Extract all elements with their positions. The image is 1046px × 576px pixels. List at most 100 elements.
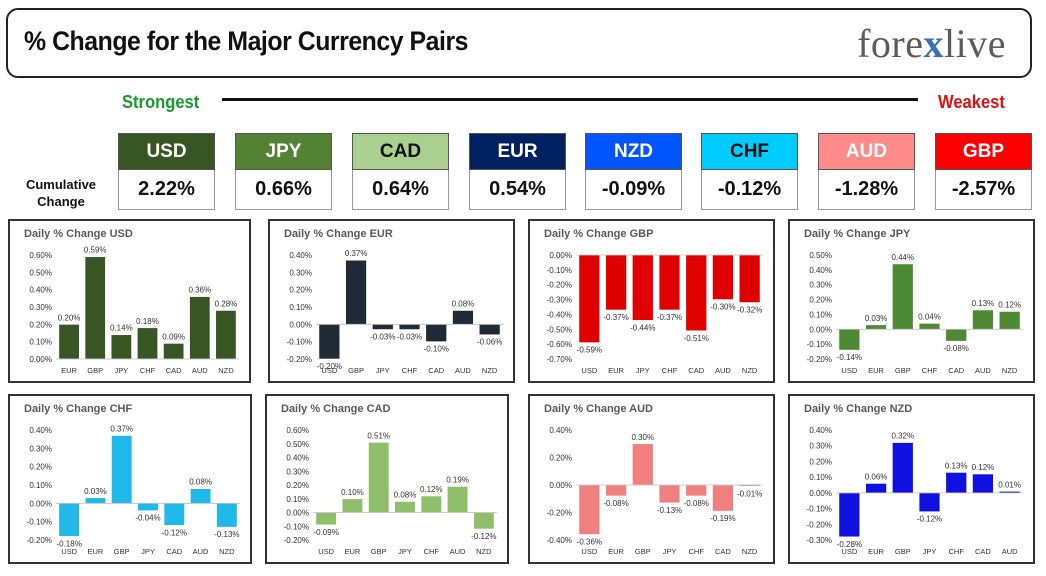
category-label: NZD xyxy=(742,547,758,556)
chart-svg: Daily % Change EUR -0.20% -0.10% 0.00% 0.10%… xyxy=(284,228,503,375)
bar xyxy=(341,498,363,513)
data-label: 0.08% xyxy=(452,299,475,308)
category-label: NZD xyxy=(476,547,492,556)
data-label: 0.20% xyxy=(58,313,81,322)
category-label: GBP xyxy=(114,547,130,556)
y-tick-label: -0.20% xyxy=(547,281,572,290)
y-tick-label: 0.00% xyxy=(549,481,572,490)
y-tick-label: 0.40% xyxy=(29,426,52,435)
y-tick-label: 0.00% xyxy=(809,325,832,334)
category-label: EUR xyxy=(868,547,884,556)
data-label: 0.32% xyxy=(891,432,914,441)
currency-code: CAD xyxy=(352,133,449,170)
currency-code: CHF xyxy=(701,133,798,170)
y-tick-label: 0.30% xyxy=(809,442,832,451)
bar xyxy=(632,254,654,321)
category-label: CHF xyxy=(662,366,678,375)
chart-svg: Daily % Change AUD -0.40% -0.20% 0.00% 0.20%… xyxy=(544,403,763,556)
logo-text-right: live xyxy=(944,21,1006,66)
bar xyxy=(345,259,367,325)
data-label: -0.10% xyxy=(424,345,449,354)
data-label: 0.08% xyxy=(189,478,212,487)
chart-title: Daily % Change NZD xyxy=(804,403,912,415)
currency-box-usd: USD 2.22% xyxy=(118,133,215,211)
chart-title: Daily % Change AUD xyxy=(544,403,653,415)
y-tick-label: -0.20% xyxy=(284,536,309,545)
category-label: CAD xyxy=(715,547,731,556)
data-label: 0.37% xyxy=(110,425,133,434)
bar xyxy=(190,488,212,504)
currency-code: NZD xyxy=(585,133,682,170)
bar xyxy=(137,327,158,360)
category-label: AUD xyxy=(1002,547,1018,556)
y-tick-label: -0.30% xyxy=(547,296,572,305)
y-tick-label: 0.40% xyxy=(809,426,832,435)
bar xyxy=(578,254,601,343)
data-label: -0.30% xyxy=(710,303,735,312)
data-label: -0.37% xyxy=(603,313,628,322)
category-label: GBP xyxy=(895,366,911,375)
category-label: CAD xyxy=(166,366,182,375)
data-label: 0.12% xyxy=(998,300,1021,309)
data-label: -0.04% xyxy=(135,514,160,523)
category-label: AUD xyxy=(715,366,731,375)
category-label: USD xyxy=(841,366,857,375)
data-label: 0.13% xyxy=(972,299,995,308)
y-tick-label: 0.00% xyxy=(286,509,309,518)
category-label: GBP xyxy=(348,366,364,375)
category-label: EUR xyxy=(88,547,104,556)
category-label: AUD xyxy=(193,547,209,556)
y-tick-label: 0.20% xyxy=(809,296,832,305)
currency-cumulative-value: 0.66% xyxy=(235,170,332,210)
category-label: JPY xyxy=(376,366,390,375)
y-tick-label: 0.20% xyxy=(549,454,572,463)
currency-code: GBP xyxy=(935,133,1032,170)
currency-cumulative-value: 0.64% xyxy=(352,170,449,210)
forexlive-logo[interactable]: forexlive xyxy=(857,20,1006,67)
currency-code: AUD xyxy=(818,133,915,170)
y-tick-label: 0.40% xyxy=(289,251,312,260)
y-tick-label: 0.30% xyxy=(289,268,312,277)
y-tick-label: 0.40% xyxy=(549,426,572,435)
category-label: JPY xyxy=(636,366,650,375)
category-label: GBP xyxy=(371,547,387,556)
bar xyxy=(420,495,442,513)
data-label: -0.36% xyxy=(577,538,602,547)
bar xyxy=(605,484,627,497)
y-tick-label: 0.30% xyxy=(29,303,52,312)
bar xyxy=(712,254,734,300)
chart-panel-7: Daily % Change AUD -0.40% -0.20% 0.00% 0.20%… xyxy=(528,394,775,564)
currency-box-aud: AUD -1.28% xyxy=(818,133,915,211)
data-label: -0.08% xyxy=(944,344,969,353)
category-label: CAD xyxy=(166,547,182,556)
data-label: 0.12% xyxy=(420,485,443,494)
data-label: -0.59% xyxy=(577,346,602,355)
y-tick-label: -0.50% xyxy=(547,325,572,334)
y-tick-label: 0.10% xyxy=(289,303,312,312)
bar xyxy=(473,512,495,530)
bar xyxy=(398,324,421,330)
chart-panel-2: Daily % Change EUR -0.20% -0.10% 0.00% 0.10%… xyxy=(268,219,515,383)
bar xyxy=(189,296,211,360)
category-label: AUD xyxy=(450,547,466,556)
y-tick-label: -0.20% xyxy=(807,355,832,364)
data-label: -0.03% xyxy=(370,333,395,342)
y-tick-label: 0.10% xyxy=(809,310,832,319)
data-label: 0.14% xyxy=(110,324,133,333)
bar xyxy=(685,484,707,497)
y-tick-label: -0.10% xyxy=(807,340,832,349)
bar xyxy=(892,442,914,494)
category-label: NZD xyxy=(1002,366,1018,375)
y-tick-label: 0.40% xyxy=(286,454,309,463)
data-label: 0.18% xyxy=(136,317,159,326)
strength-scale-line xyxy=(222,98,918,101)
category-label: NZD xyxy=(482,366,498,375)
category-label: JPY xyxy=(663,547,677,556)
y-tick-label: -0.20% xyxy=(807,520,832,529)
bar xyxy=(58,324,80,360)
bar xyxy=(216,503,238,528)
category-label: EUR xyxy=(868,366,884,375)
chart-title: Daily % Change CAD xyxy=(281,403,390,415)
data-label: -0.18% xyxy=(56,539,81,548)
bar xyxy=(685,254,707,332)
